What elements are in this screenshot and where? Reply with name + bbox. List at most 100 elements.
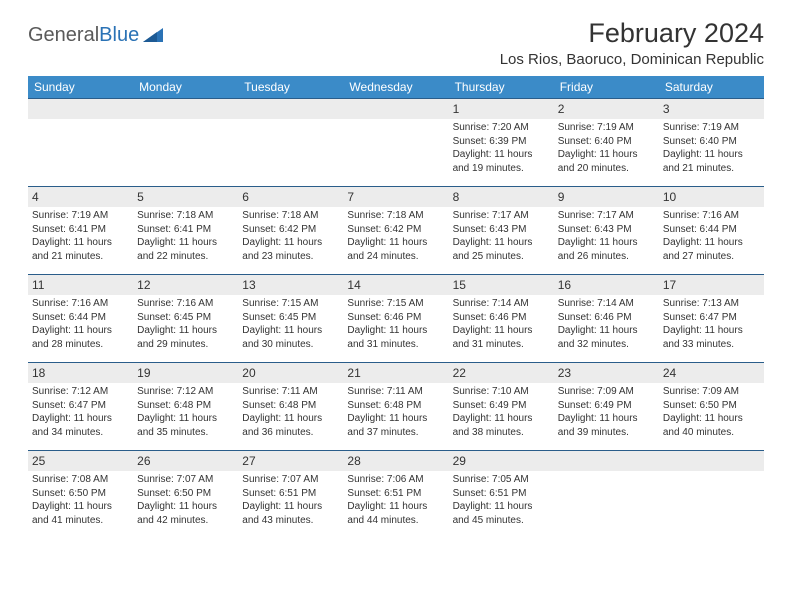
day-number: 24 — [659, 362, 764, 383]
day-number — [133, 98, 238, 119]
day-cell: 16Sunrise: 7:14 AMSunset: 6:46 PMDayligh… — [554, 274, 659, 362]
title-block: February 2024 Los Rios, Baoruco, Dominic… — [500, 18, 764, 68]
day-cell: 1Sunrise: 7:20 AMSunset: 6:39 PMDaylight… — [449, 98, 554, 186]
day-number: 21 — [343, 362, 448, 383]
day-body: Sunrise: 7:20 AMSunset: 6:39 PMDaylight:… — [449, 119, 554, 179]
sunrise-line: Sunrise: 7:11 AM — [242, 385, 339, 399]
daylight-line: Daylight: 11 hours and 31 minutes. — [347, 324, 444, 351]
daylight-line: Daylight: 11 hours and 22 minutes. — [137, 236, 234, 263]
daylight-line: Daylight: 11 hours and 35 minutes. — [137, 412, 234, 439]
daylight-line: Daylight: 11 hours and 27 minutes. — [663, 236, 760, 263]
day-number: 7 — [343, 186, 448, 207]
weeks-container: 1Sunrise: 7:20 AMSunset: 6:39 PMDaylight… — [28, 98, 764, 538]
day-header-monday: Monday — [133, 76, 238, 98]
day-cell: 22Sunrise: 7:10 AMSunset: 6:49 PMDayligh… — [449, 362, 554, 450]
day-number: 20 — [238, 362, 343, 383]
day-body — [343, 119, 448, 179]
sunset-line: Sunset: 6:47 PM — [663, 311, 760, 325]
day-cell: 21Sunrise: 7:11 AMSunset: 6:48 PMDayligh… — [343, 362, 448, 450]
sunset-line: Sunset: 6:44 PM — [32, 311, 129, 325]
logo: GeneralBlue — [28, 18, 165, 47]
day-cell — [659, 450, 764, 538]
daylight-line: Daylight: 11 hours and 24 minutes. — [347, 236, 444, 263]
logo-triangle-icon — [143, 26, 165, 44]
sunset-line: Sunset: 6:48 PM — [137, 399, 234, 413]
day-number: 22 — [449, 362, 554, 383]
day-header-wednesday: Wednesday — [343, 76, 448, 98]
day-number: 17 — [659, 274, 764, 295]
day-header-sunday: Sunday — [28, 76, 133, 98]
day-number — [343, 98, 448, 119]
day-number: 11 — [28, 274, 133, 295]
sunset-line: Sunset: 6:45 PM — [137, 311, 234, 325]
day-body: Sunrise: 7:12 AMSunset: 6:48 PMDaylight:… — [133, 383, 238, 443]
day-cell: 15Sunrise: 7:14 AMSunset: 6:46 PMDayligh… — [449, 274, 554, 362]
sunset-line: Sunset: 6:43 PM — [558, 223, 655, 237]
day-number: 9 — [554, 186, 659, 207]
day-body — [554, 471, 659, 531]
sunrise-line: Sunrise: 7:08 AM — [32, 473, 129, 487]
day-header-friday: Friday — [554, 76, 659, 98]
daylight-line: Daylight: 11 hours and 30 minutes. — [242, 324, 339, 351]
day-body: Sunrise: 7:13 AMSunset: 6:47 PMDaylight:… — [659, 295, 764, 355]
day-header-tuesday: Tuesday — [238, 76, 343, 98]
day-number: 1 — [449, 98, 554, 119]
day-number: 25 — [28, 450, 133, 471]
day-body: Sunrise: 7:05 AMSunset: 6:51 PMDaylight:… — [449, 471, 554, 531]
sunrise-line: Sunrise: 7:17 AM — [453, 209, 550, 223]
day-number: 15 — [449, 274, 554, 295]
sunset-line: Sunset: 6:40 PM — [663, 135, 760, 149]
daylight-line: Daylight: 11 hours and 34 minutes. — [32, 412, 129, 439]
daylight-line: Daylight: 11 hours and 26 minutes. — [558, 236, 655, 263]
day-number: 5 — [133, 186, 238, 207]
sunset-line: Sunset: 6:51 PM — [453, 487, 550, 501]
daylight-line: Daylight: 11 hours and 31 minutes. — [453, 324, 550, 351]
week-row: 4Sunrise: 7:19 AMSunset: 6:41 PMDaylight… — [28, 186, 764, 274]
day-body: Sunrise: 7:11 AMSunset: 6:48 PMDaylight:… — [238, 383, 343, 443]
sunrise-line: Sunrise: 7:07 AM — [137, 473, 234, 487]
day-body: Sunrise: 7:16 AMSunset: 6:45 PMDaylight:… — [133, 295, 238, 355]
daylight-line: Daylight: 11 hours and 38 minutes. — [453, 412, 550, 439]
daylight-line: Daylight: 11 hours and 29 minutes. — [137, 324, 234, 351]
sunset-line: Sunset: 6:49 PM — [453, 399, 550, 413]
day-cell: 28Sunrise: 7:06 AMSunset: 6:51 PMDayligh… — [343, 450, 448, 538]
daylight-line: Daylight: 11 hours and 45 minutes. — [453, 500, 550, 527]
day-number: 2 — [554, 98, 659, 119]
day-number: 18 — [28, 362, 133, 383]
day-header-row: Sunday Monday Tuesday Wednesday Thursday… — [28, 76, 764, 98]
sunset-line: Sunset: 6:42 PM — [242, 223, 339, 237]
day-body: Sunrise: 7:16 AMSunset: 6:44 PMDaylight:… — [28, 295, 133, 355]
day-number: 10 — [659, 186, 764, 207]
week-row: 18Sunrise: 7:12 AMSunset: 6:47 PMDayligh… — [28, 362, 764, 450]
day-body: Sunrise: 7:18 AMSunset: 6:42 PMDaylight:… — [343, 207, 448, 267]
sunset-line: Sunset: 6:40 PM — [558, 135, 655, 149]
day-cell — [133, 98, 238, 186]
daylight-line: Daylight: 11 hours and 25 minutes. — [453, 236, 550, 263]
sunrise-line: Sunrise: 7:13 AM — [663, 297, 760, 311]
week-row: 11Sunrise: 7:16 AMSunset: 6:44 PMDayligh… — [28, 274, 764, 362]
day-cell: 10Sunrise: 7:16 AMSunset: 6:44 PMDayligh… — [659, 186, 764, 274]
day-body: Sunrise: 7:12 AMSunset: 6:47 PMDaylight:… — [28, 383, 133, 443]
day-number: 19 — [133, 362, 238, 383]
daylight-line: Daylight: 11 hours and 42 minutes. — [137, 500, 234, 527]
day-cell: 20Sunrise: 7:11 AMSunset: 6:48 PMDayligh… — [238, 362, 343, 450]
sunrise-line: Sunrise: 7:05 AM — [453, 473, 550, 487]
sunset-line: Sunset: 6:51 PM — [242, 487, 339, 501]
day-number: 8 — [449, 186, 554, 207]
day-cell: 5Sunrise: 7:18 AMSunset: 6:41 PMDaylight… — [133, 186, 238, 274]
daylight-line: Daylight: 11 hours and 33 minutes. — [663, 324, 760, 351]
sunrise-line: Sunrise: 7:07 AM — [242, 473, 339, 487]
day-cell: 4Sunrise: 7:19 AMSunset: 6:41 PMDaylight… — [28, 186, 133, 274]
day-body: Sunrise: 7:19 AMSunset: 6:40 PMDaylight:… — [554, 119, 659, 179]
sunset-line: Sunset: 6:41 PM — [32, 223, 129, 237]
day-body: Sunrise: 7:09 AMSunset: 6:50 PMDaylight:… — [659, 383, 764, 443]
sunrise-line: Sunrise: 7:19 AM — [558, 121, 655, 135]
day-cell: 25Sunrise: 7:08 AMSunset: 6:50 PMDayligh… — [28, 450, 133, 538]
daylight-line: Daylight: 11 hours and 40 minutes. — [663, 412, 760, 439]
day-cell: 17Sunrise: 7:13 AMSunset: 6:47 PMDayligh… — [659, 274, 764, 362]
day-body: Sunrise: 7:16 AMSunset: 6:44 PMDaylight:… — [659, 207, 764, 267]
sunrise-line: Sunrise: 7:20 AM — [453, 121, 550, 135]
day-number: 28 — [343, 450, 448, 471]
day-number — [659, 450, 764, 471]
sunset-line: Sunset: 6:50 PM — [137, 487, 234, 501]
